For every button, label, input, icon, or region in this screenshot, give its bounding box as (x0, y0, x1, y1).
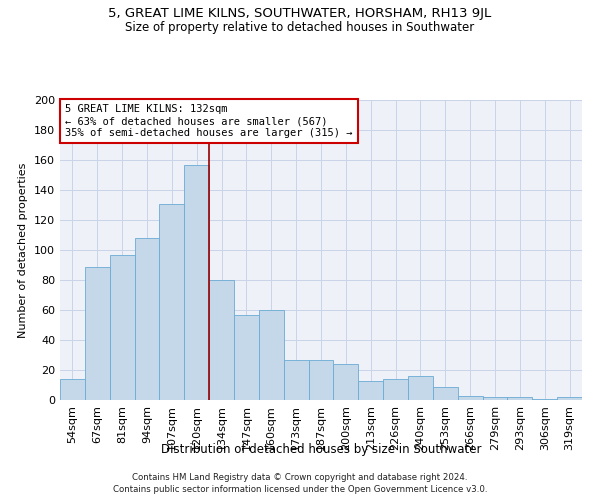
Bar (209, 280, 234, 400)
Bar (160, 204, 184, 400)
Bar (358, 380, 383, 400)
Bar (334, 364, 358, 400)
Bar (383, 379, 408, 400)
Text: 5, GREAT LIME KILNS, SOUTHWATER, HORSHAM, RH13 9JL: 5, GREAT LIME KILNS, SOUTHWATER, HORSHAM… (109, 8, 491, 20)
Bar (110, 254, 134, 400)
Text: 5 GREAT LIME KILNS: 132sqm
← 63% of detached houses are smaller (567)
35% of sem: 5 GREAT LIME KILNS: 132sqm ← 63% of deta… (65, 104, 353, 138)
Bar (482, 397, 508, 400)
Bar (284, 360, 308, 400)
Bar (134, 238, 160, 400)
Bar (458, 396, 482, 400)
Bar (85, 266, 110, 400)
Text: Contains HM Land Registry data © Crown copyright and database right 2024.: Contains HM Land Registry data © Crown c… (132, 472, 468, 482)
Bar (433, 386, 458, 400)
Text: Distribution of detached houses by size in Southwater: Distribution of detached houses by size … (161, 442, 481, 456)
Bar (532, 398, 557, 400)
Y-axis label: Number of detached properties: Number of detached properties (19, 162, 28, 338)
Bar (259, 310, 284, 400)
Bar (234, 314, 259, 400)
Bar (408, 376, 433, 400)
Bar (60, 379, 85, 400)
Bar (184, 164, 209, 400)
Bar (308, 360, 334, 400)
Text: Contains public sector information licensed under the Open Government Licence v3: Contains public sector information licen… (113, 485, 487, 494)
Bar (508, 397, 532, 400)
Text: Size of property relative to detached houses in Southwater: Size of property relative to detached ho… (125, 21, 475, 34)
Bar (557, 397, 582, 400)
